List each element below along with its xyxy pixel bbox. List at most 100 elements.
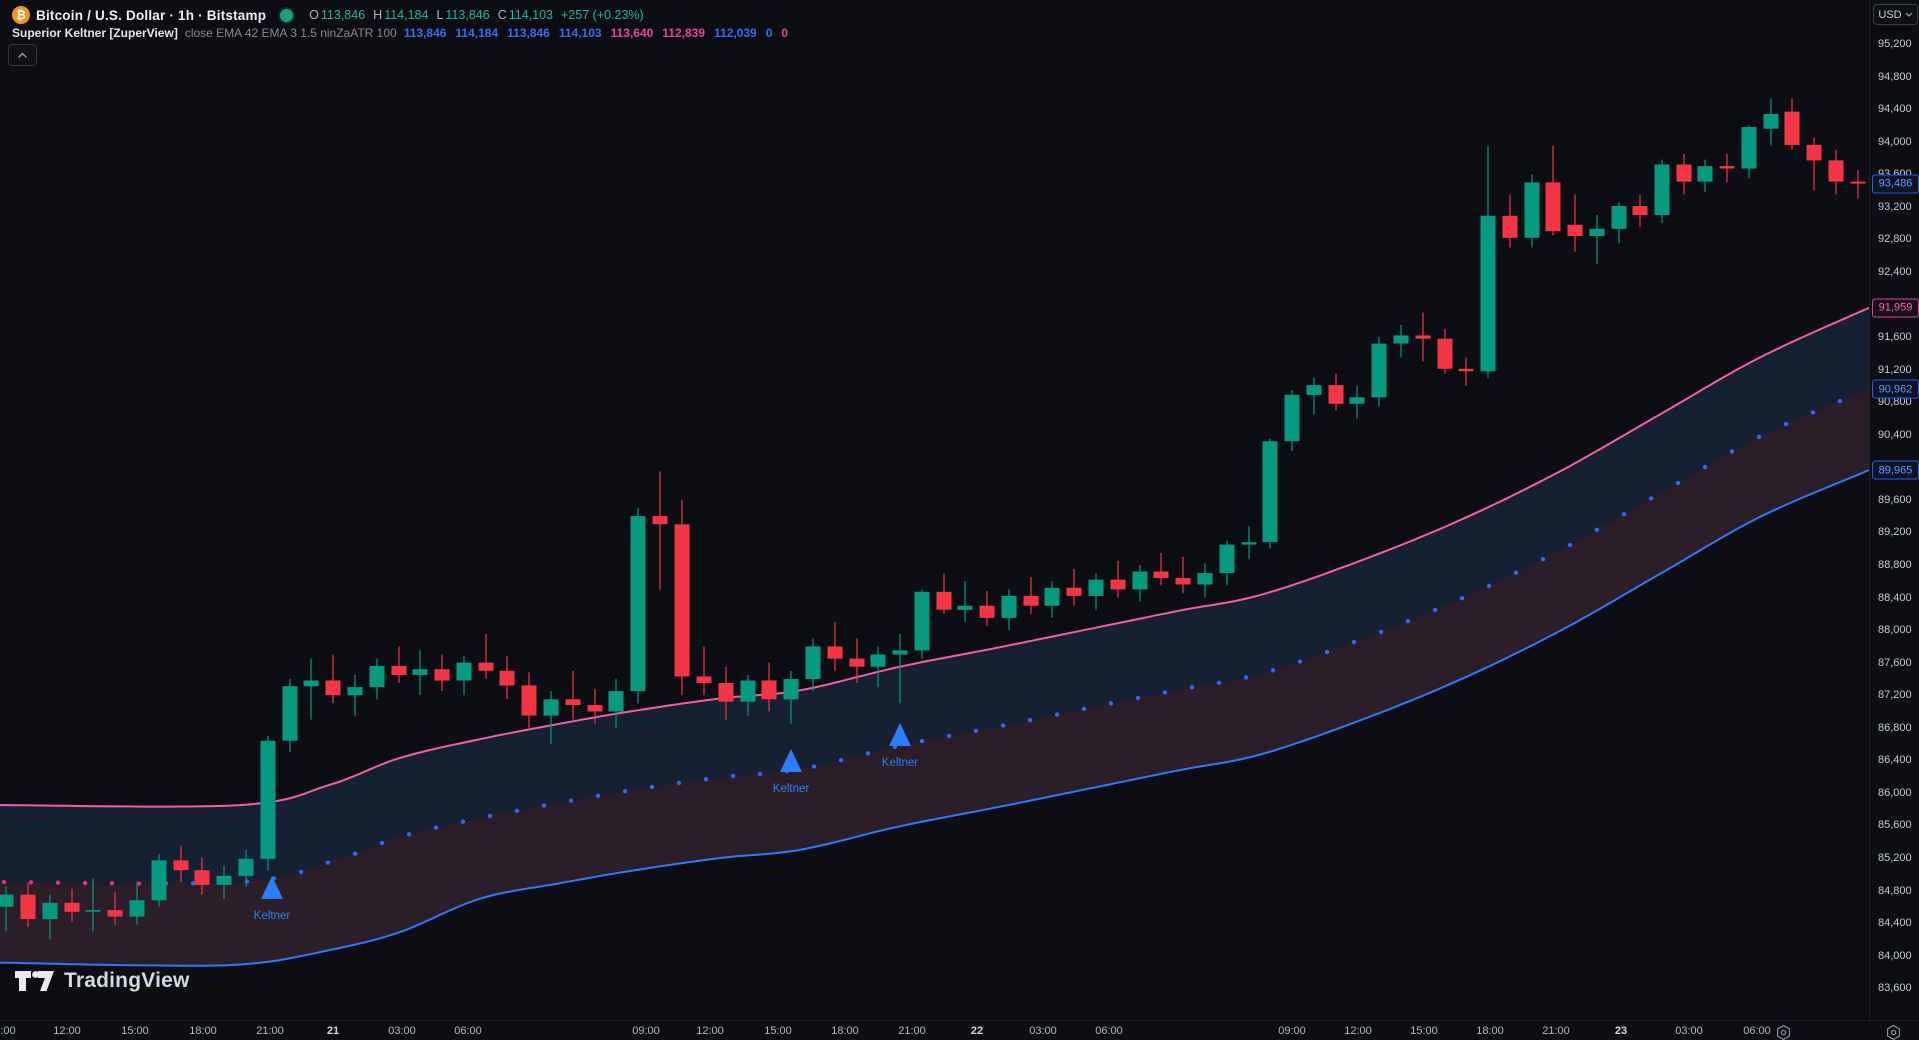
candle-body [412, 669, 428, 675]
candle-body [173, 860, 189, 871]
keltner-middle-dot [568, 798, 574, 803]
candle-body [1306, 385, 1322, 395]
candle-body [85, 910, 101, 912]
candle-body [543, 699, 559, 716]
tradingview-logo-icon [15, 971, 54, 991]
candle-body [587, 705, 603, 712]
candle-body [979, 605, 995, 618]
candle-body [565, 699, 581, 705]
time-tick-label: 12:00 [53, 1025, 81, 1037]
indicator-values: 113,846 114,184 113,846 114,103 113,640 112,8… [404, 26, 788, 40]
candle-body [260, 740, 276, 859]
time-tick-label: 06:00 [454, 1025, 482, 1037]
keltner-middle-dot [109, 881, 115, 886]
price-change: +257 (+0.23%) [560, 8, 644, 22]
keltner-middle-dot [82, 880, 88, 886]
keltner-upper-line [0, 306, 1869, 808]
candle-body [870, 654, 886, 667]
price-tick-label: 91,600 [1878, 331, 1912, 343]
keltner-middle-dot [1378, 629, 1384, 635]
candle-body [1632, 206, 1648, 215]
candle-body [630, 516, 646, 692]
candle-body [325, 680, 341, 696]
candle-body [1697, 166, 1713, 182]
candle-wick [1182, 556, 1184, 594]
band-price-label: 90,962 [1872, 379, 1919, 399]
price-tick-label: 94,000 [1878, 135, 1912, 148]
candle-body [1088, 579, 1104, 596]
price-axis[interactable]: USD 95,20094,80094,40094,00093,60093,200… [1869, 0, 1919, 1020]
price-tick-label: 84,000 [1878, 949, 1912, 962]
time-tick-day-label: 21 [326, 1025, 340, 1037]
chart-canvas[interactable]: Keltner Keltner Keltner [0, 0, 1869, 1020]
time-tick-label: 06:00 [1095, 1025, 1123, 1037]
price-tick-label: 92,800 [1878, 233, 1912, 246]
keltner-middle-dot [1081, 706, 1087, 712]
price-axis-settings-gear-icon[interactable] [1885, 1024, 1902, 1040]
keltner-middle-dot [1054, 712, 1060, 717]
time-tick-day-label: 22 [970, 1025, 984, 1037]
candle-body [914, 591, 930, 651]
price-tick-label: 94,400 [1878, 103, 1912, 116]
candle-body [1437, 338, 1453, 369]
keltner-middle-dot [1189, 685, 1195, 690]
upper-band-price-label: 91,959 [1872, 298, 1919, 318]
time-axis-settings-gear-icon[interactable] [1775, 1024, 1792, 1040]
keltner-middle-dot [1351, 639, 1357, 645]
keltner-middle-dot [325, 860, 331, 865]
candle-body [107, 910, 123, 917]
time-tick-label: 03:00 [388, 1025, 416, 1037]
time-axis[interactable]: :00 12:00 15:00 18:00 21:00 21 03:00 06:00 09:00… [0, 1020, 1919, 1040]
candle-body [1001, 595, 1017, 618]
keltner-middle-dot [1, 879, 7, 885]
candle-body [718, 683, 734, 702]
candle-wick [1030, 577, 1032, 614]
price-tick-label: 93,200 [1878, 200, 1912, 213]
candle-body [282, 686, 298, 741]
time-tick-label: 15:00 [764, 1025, 792, 1037]
candle-wick [877, 646, 879, 688]
keltner-middle-dot [622, 789, 628, 794]
time-tick-label: 18:00 [1476, 1025, 1504, 1037]
keltner-middle-dot [1216, 680, 1222, 685]
keltner-middle-dot [460, 819, 466, 824]
candle-body [1545, 182, 1561, 232]
keltner-middle-dot [298, 869, 304, 875]
keltner-signal-marker[interactable] [261, 876, 283, 899]
keltner-middle-dot [1108, 701, 1114, 706]
candle-body [1502, 215, 1518, 238]
keltner-middle-dot [136, 881, 142, 886]
collapse-legend-button[interactable] [8, 44, 37, 66]
keltner-middle-dot [1000, 723, 1006, 728]
price-tick-label: 89,600 [1878, 493, 1912, 506]
time-tick-day-label: 23 [1614, 1025, 1628, 1037]
candle-body [1458, 368, 1474, 372]
price-tick-label: 90,800 [1878, 396, 1912, 409]
indicator-value: 113,846 [403, 26, 447, 40]
candle-body [849, 658, 865, 667]
currency-dropdown[interactable]: USD [1873, 4, 1918, 25]
keltner-middle-dot [1756, 434, 1762, 440]
candle-body [1567, 224, 1583, 237]
candle-body [1197, 573, 1213, 585]
keltner-signal-marker[interactable] [889, 723, 911, 746]
price-tick-label: 85,600 [1878, 819, 1912, 832]
keltner-middle-dot [1567, 542, 1573, 548]
candle-body [1524, 182, 1540, 238]
time-tick-label: 21:00 [898, 1025, 926, 1037]
keltner-middle-dot [55, 880, 61, 885]
symbol-title[interactable]: Bitcoin / U.S. Dollar · 1h · Bitstamp [36, 7, 267, 23]
indicator-name[interactable]: Superior Keltner [ZuperView] [12, 26, 178, 40]
keltner-middle-dot [1432, 607, 1438, 613]
ohlc-values: O 113,846 H 114,184 L 113,846 C 114,103 [309, 8, 553, 22]
price-tick-label: 88,400 [1878, 591, 1912, 604]
candle-body [347, 687, 363, 696]
keltner-middle-dot [649, 784, 655, 790]
candle-wick [485, 634, 487, 679]
keltner-signal-marker[interactable] [780, 749, 802, 772]
indicator-value: 114,184 [455, 26, 499, 40]
tradingview-logo[interactable]: TradingView [14, 966, 190, 996]
candle-body [1589, 228, 1605, 237]
candle-body [696, 676, 712, 683]
